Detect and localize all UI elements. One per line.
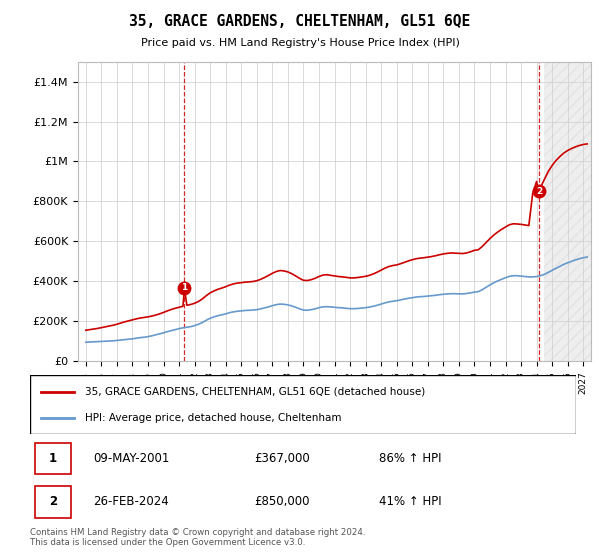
Text: £367,000: £367,000 [254,452,310,465]
Text: 86% ↑ HPI: 86% ↑ HPI [379,452,442,465]
Text: £850,000: £850,000 [254,496,310,508]
Text: HPI: Average price, detached house, Cheltenham: HPI: Average price, detached house, Chel… [85,413,341,423]
Text: 35, GRACE GARDENS, CHELTENHAM, GL51 6QE (detached house): 35, GRACE GARDENS, CHELTENHAM, GL51 6QE … [85,386,425,396]
Bar [544,62,591,361]
Text: 2: 2 [49,496,57,508]
Text: 41% ↑ HPI: 41% ↑ HPI [379,496,442,508]
Text: Price paid vs. HM Land Registry's House Price Index (HPI): Price paid vs. HM Land Registry's House … [140,38,460,48]
Text: 09-MAY-2001: 09-MAY-2001 [93,452,169,465]
Text: 1: 1 [181,283,188,292]
Text: Contains HM Land Registry data © Crown copyright and database right 2024.
This d: Contains HM Land Registry data © Crown c… [30,528,365,547]
Text: 26-FEB-2024: 26-FEB-2024 [93,496,169,508]
Text: 2: 2 [536,187,542,196]
FancyBboxPatch shape [35,486,71,517]
Text: 35, GRACE GARDENS, CHELTENHAM, GL51 6QE: 35, GRACE GARDENS, CHELTENHAM, GL51 6QE [130,14,470,29]
Text: 1: 1 [49,452,57,465]
FancyBboxPatch shape [35,443,71,474]
FancyBboxPatch shape [30,375,576,434]
